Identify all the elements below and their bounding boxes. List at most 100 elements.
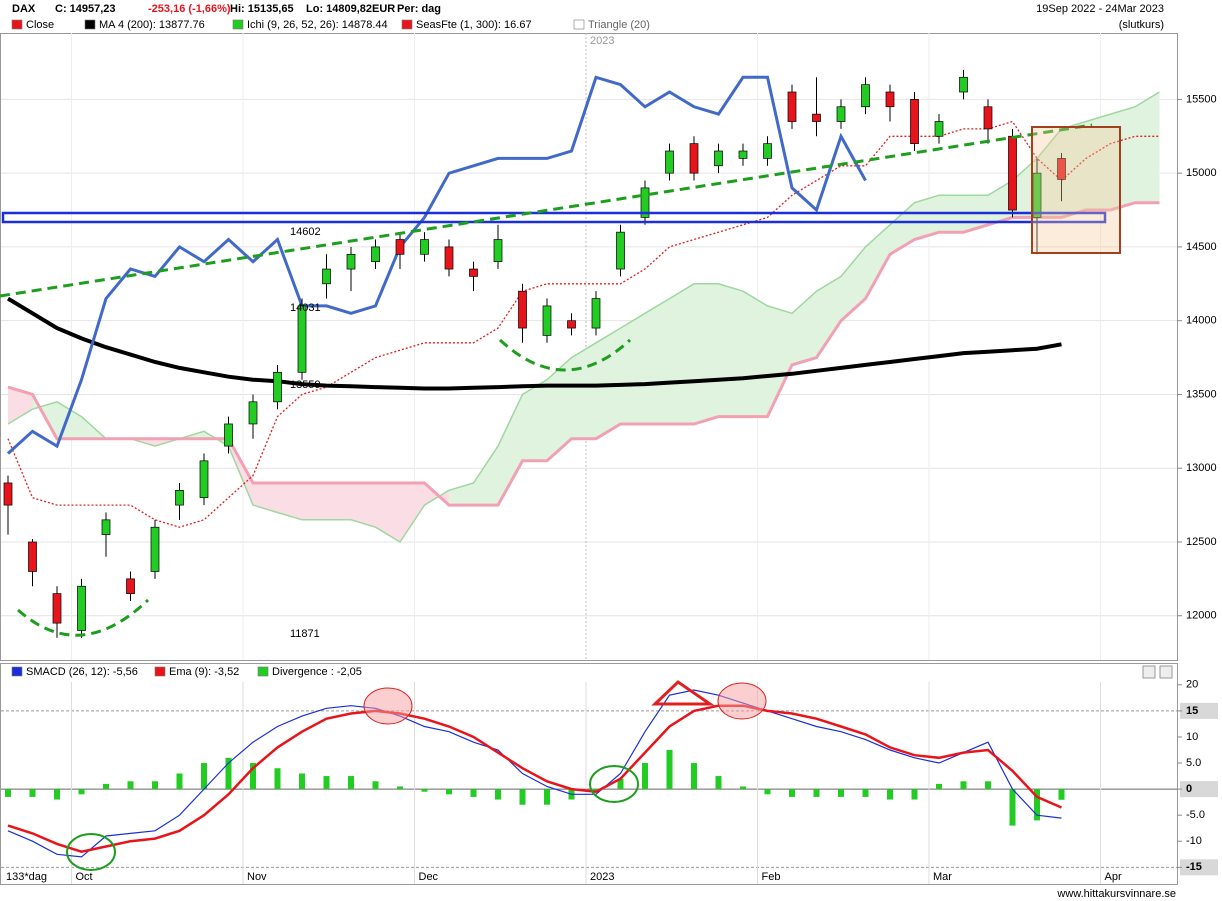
candle-body [861, 84, 870, 108]
cloud-segment [1135, 92, 1160, 203]
cloud-segment [914, 195, 939, 240]
candle-body [591, 298, 601, 329]
cloud-segment [32, 394, 57, 439]
tick-highlight [1180, 702, 1218, 719]
price-annotation: 13559 [290, 379, 321, 391]
candle-body [1008, 135, 1017, 211]
cloud-segment [449, 482, 474, 506]
tick-highlight [1180, 859, 1218, 876]
cloud-segment [351, 482, 376, 528]
candle-body [910, 99, 919, 144]
divergence-bar [764, 789, 771, 795]
divergence-bar [250, 763, 256, 790]
candle-body [542, 305, 552, 336]
smacd-line [7, 689, 1062, 858]
y-tick-label: 14000 [1186, 315, 1217, 327]
divergence-bar [740, 786, 746, 790]
bottom-arc [17, 598, 150, 637]
date-range: 19Sep 2022 - 24Mar 2023 [1036, 3, 1164, 15]
panel-button[interactable] [1159, 665, 1173, 679]
divergence-bar [544, 789, 550, 805]
cloud-segment [816, 276, 841, 358]
close-price: C: 14957,23 [55, 3, 116, 15]
price-annotation: 11871 [290, 628, 320, 640]
divergence-bar [348, 776, 354, 790]
candle-body [493, 239, 503, 263]
divergence-bar [201, 763, 207, 790]
candle-body [836, 106, 846, 122]
cloud-segment [326, 482, 351, 520]
divergence-bar [519, 789, 526, 805]
legend-swatch [11, 666, 23, 677]
legend-bar [1, 664, 1177, 680]
candle-body [322, 268, 331, 285]
candle-body [126, 578, 135, 594]
circle-marker [717, 682, 767, 720]
x-tick-label: Apr [1105, 871, 1122, 883]
tick-highlight [1180, 781, 1218, 798]
y-tick-label: 13500 [1186, 388, 1217, 400]
bottom-arc [498, 338, 632, 372]
candle-body [1057, 158, 1066, 180]
high-price: Hi: 15135,65 [230, 3, 294, 15]
divergence-bar [372, 781, 379, 790]
divergence-bar [789, 789, 795, 797]
divergence-bar [985, 781, 991, 790]
year-label: 2023 [590, 35, 614, 47]
legend-label: Divergence : -2,05 [272, 666, 362, 678]
divergence-bar [421, 789, 428, 792]
legend-label: MA 4 (200): 13877.76 [99, 19, 205, 31]
divergence-bar [691, 763, 697, 790]
divergence-bar [152, 781, 158, 790]
legend-swatch [401, 19, 413, 30]
candle-body [28, 541, 37, 572]
price-change: -253,16 (-1,66%) [148, 3, 231, 15]
span-b-line [7, 201, 1160, 507]
price-type: (slutkurs) [1119, 19, 1164, 31]
divergence-bar [813, 789, 820, 797]
span-a-line [7, 91, 1160, 544]
cloud-segment [792, 291, 817, 365]
divergence-bar [299, 773, 305, 790]
panel-button[interactable] [1142, 665, 1156, 679]
candle-body [738, 150, 748, 159]
cloud-segment [694, 283, 719, 424]
candle-body [812, 113, 821, 122]
x-tick-label: Feb [762, 871, 781, 883]
candle-body [371, 246, 380, 263]
candle-body [983, 106, 993, 130]
legend-swatch [257, 666, 269, 677]
y-tick-label: 15 [1186, 705, 1198, 717]
indicator-panel [0, 663, 1178, 885]
y-tick-label: 15500 [1186, 93, 1217, 105]
y-tick-label: -10 [1186, 835, 1202, 847]
candle-body [175, 489, 184, 506]
candle-body [714, 150, 723, 167]
legend-label: Close [26, 19, 54, 31]
y-tick-label: 10 [1186, 731, 1198, 743]
cloud-segment [473, 446, 498, 506]
y-tick-label: 20 [1186, 679, 1198, 691]
price-annotation: 14602 [290, 226, 321, 238]
cloud-segment [277, 482, 302, 520]
divergence-bar [666, 749, 673, 790]
candle-body [444, 246, 454, 270]
source: www.hittakursvinnare.se [1056, 888, 1176, 900]
circle-marker [589, 765, 639, 803]
cloud-segment [547, 357, 572, 461]
price-annotation: 14031 [290, 302, 321, 314]
x-tick-label: Dec [419, 871, 439, 883]
y-tick-label: 15000 [1186, 167, 1217, 179]
candle-body [199, 460, 209, 499]
y-tick-label: 0 [1186, 783, 1192, 795]
header: DAX C: 14957,23 -253,16 (-1,66%) Hi: 151… [12, 3, 1164, 31]
trend-line [0, 123, 1093, 298]
divergence-bar [5, 789, 11, 797]
circle-marker [66, 833, 116, 871]
y-tick-label: 13000 [1186, 462, 1217, 474]
legend-label: Ichi (9, 26, 52, 26): 14878.44 [247, 19, 388, 31]
cloud-segment [718, 283, 743, 417]
y-tick-label: -5.0 [1186, 809, 1205, 821]
divergence-bar [1009, 789, 1016, 826]
y-tick-label: 12000 [1186, 610, 1217, 622]
